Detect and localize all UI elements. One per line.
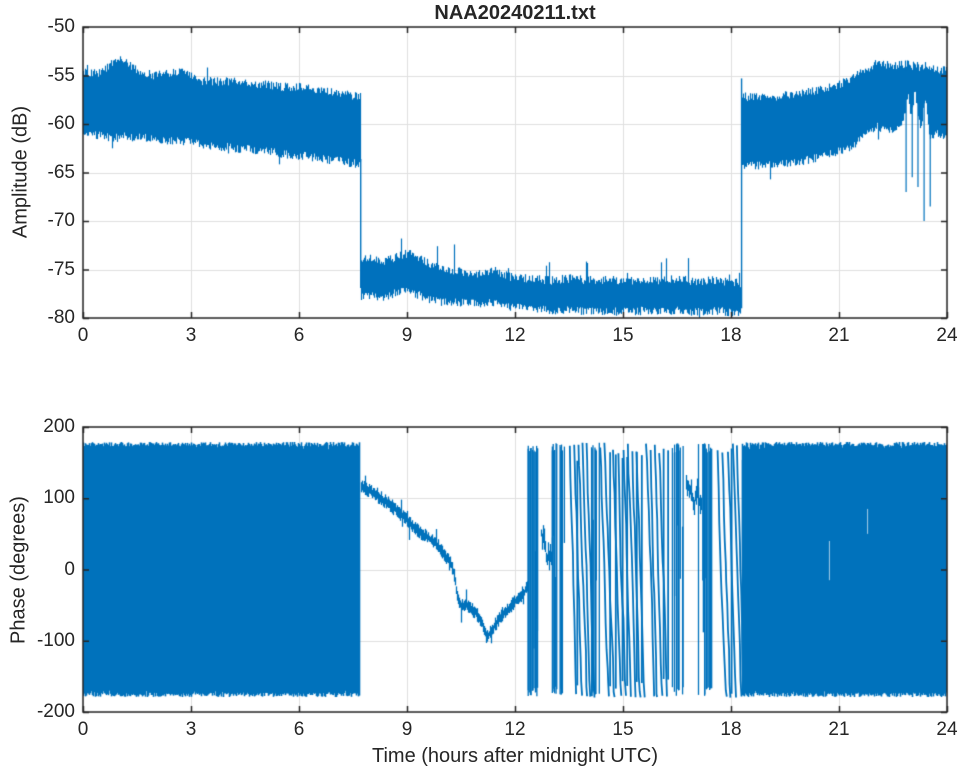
phase-x-tick-label: 6 xyxy=(293,719,305,740)
amplitude-x-tick-label: 12 xyxy=(504,325,526,346)
phase-x-tick-label: 24 xyxy=(936,719,958,740)
amplitude-x-tick-label: 15 xyxy=(612,325,634,346)
phase-y-tick-label: -100 xyxy=(36,629,75,651)
amplitude-y-tick-label: -75 xyxy=(47,258,75,280)
phase-y-tick-label: 100 xyxy=(43,487,75,509)
amplitude-y-tick-label: -65 xyxy=(47,161,75,183)
amplitude-x-tick-label: 9 xyxy=(401,325,413,346)
amplitude-x-tick-label: 3 xyxy=(185,325,197,346)
amplitude-y-tick-label: -60 xyxy=(47,113,75,134)
amplitude-y-tick-label: -55 xyxy=(47,64,75,86)
phase-x-tick-label: 3 xyxy=(185,719,197,740)
figure-title: NAA20240211.txt xyxy=(434,2,596,24)
phase-y-tick-label: 200 xyxy=(43,416,75,437)
amplitude-x-tick-label: 24 xyxy=(936,325,958,346)
amplitude-y-tick-label: -50 xyxy=(47,16,75,37)
time-xlabel: Time (hours after midnight UTC) xyxy=(372,745,658,767)
phase-x-tick-label: 9 xyxy=(401,719,413,740)
amplitude-x-tick-label: 0 xyxy=(77,325,89,346)
amplitude-x-tick-label: 18 xyxy=(720,325,742,346)
amplitude-y-tick-label: -70 xyxy=(47,210,75,231)
phase-x-tick-label: 0 xyxy=(77,719,89,740)
phase-x-tick-label: 12 xyxy=(504,719,526,740)
phase-x-tick-label: 21 xyxy=(828,719,850,740)
phase-x-tick-label: 15 xyxy=(612,719,634,740)
phase-y-tick-label: 0 xyxy=(64,558,75,580)
amplitude-x-tick-label: 6 xyxy=(293,325,305,346)
amplitude-y-tick-label: -80 xyxy=(47,307,75,328)
phase-y-tick-label: -200 xyxy=(36,701,75,722)
phase-x-tick-label: 18 xyxy=(720,719,742,740)
amplitude-x-tick-label: 21 xyxy=(828,325,850,346)
